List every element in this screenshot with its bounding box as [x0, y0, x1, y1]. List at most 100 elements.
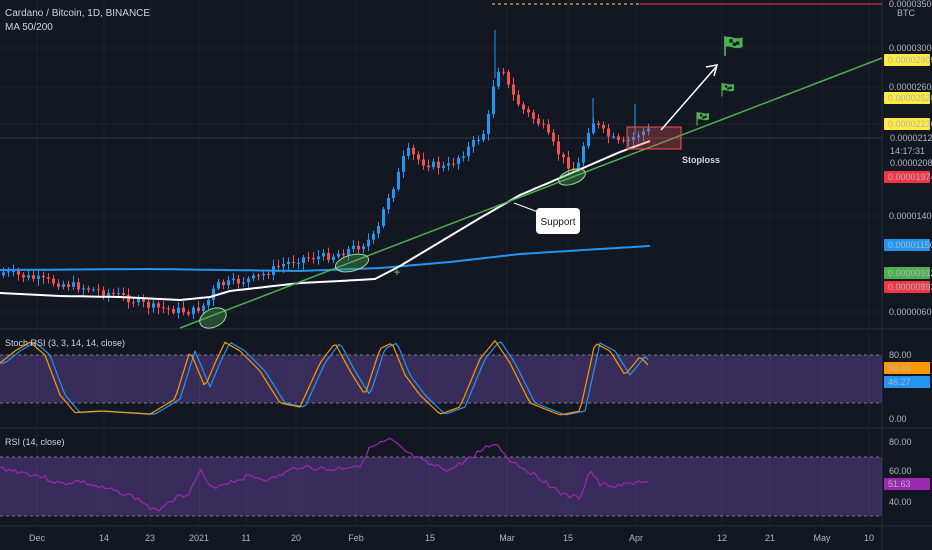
candle-body: [412, 147, 415, 155]
candle-body: [172, 308, 175, 313]
ma200-line: [0, 245, 651, 272]
time-tick-label: 20: [291, 533, 301, 543]
stoch-tick-label: 0.00: [889, 414, 907, 424]
price-tick-label: 0.00001400: [889, 211, 932, 221]
candle-body: [372, 233, 375, 240]
candle-body: [217, 281, 220, 289]
candle-body: [72, 282, 75, 287]
candle-body: [417, 154, 420, 160]
time-tick-label: 11: [241, 533, 250, 543]
candle-body: [557, 141, 560, 155]
candle-body: [467, 146, 470, 157]
candle-body: [147, 301, 150, 308]
candle-body: [332, 256, 335, 261]
price-label: 0.00000893: [888, 282, 932, 292]
price-label-box: [884, 267, 930, 279]
candle-body: [277, 266, 280, 268]
candle-body: [342, 253, 345, 256]
candle-body: [12, 271, 15, 273]
candle-body: [502, 71, 505, 73]
stoch-band: [0, 355, 882, 403]
candle-body: [37, 275, 40, 279]
candle-body: [407, 147, 410, 157]
main-pane-bg: [0, 0, 882, 328]
flag-check: [725, 85, 732, 90]
price-label: 0.00001974: [888, 172, 932, 182]
candle-body: [177, 307, 180, 313]
candle-body: [57, 283, 60, 287]
time-tick-label: Dec: [29, 533, 46, 543]
candle-body: [52, 278, 55, 284]
stoch-k-value-box: [884, 362, 930, 374]
support-trendline: [179, 57, 883, 329]
candle-body: [67, 284, 70, 287]
candle-body: [622, 140, 625, 142]
projection-arrowhead: [705, 64, 719, 77]
candle-body: [232, 278, 235, 281]
candle-body: [97, 289, 100, 291]
candle-body: [17, 271, 20, 275]
time-tick-label: 15: [563, 533, 573, 543]
candle-body: [137, 298, 140, 303]
candle-body: [482, 133, 485, 140]
candle-body: [77, 282, 80, 290]
candle-body: [92, 289, 95, 291]
candle-body: [497, 71, 500, 87]
price-label-box: [884, 54, 930, 66]
support-callout-pointer: [513, 202, 539, 213]
candle-body: [597, 123, 600, 125]
highlight-ellipse: [558, 168, 586, 186]
candle-body: [357, 245, 360, 250]
candle-body: [202, 305, 205, 311]
time-tick-label: Apr: [629, 533, 643, 543]
ma-legend: MA 50/200: [5, 22, 53, 33]
stoploss-label: Stoploss: [682, 155, 720, 165]
projection-arrow: [660, 66, 717, 131]
entry-zone-box: [626, 126, 682, 150]
candle-body: [302, 257, 305, 263]
candle-body: [362, 246, 365, 250]
candle-body: [307, 257, 310, 259]
price-label-box: [884, 118, 930, 130]
candle-body: [292, 261, 295, 264]
candle-body: [422, 159, 425, 166]
candle-body: [167, 308, 170, 310]
candle-body: [602, 124, 605, 129]
candle-body: [457, 157, 460, 165]
candle-body: [452, 163, 455, 165]
stoch-tick-label: 80.00: [889, 350, 912, 360]
target-flag-icon: [724, 36, 743, 56]
candle-body: [227, 280, 230, 286]
candle-body: [152, 303, 155, 308]
time-tick-label: 10: [864, 533, 874, 543]
candle-body: [27, 275, 30, 278]
candle-body: [287, 261, 290, 264]
candle-body: [352, 245, 355, 249]
candle-body: [587, 132, 590, 147]
candle-body: [207, 300, 210, 306]
candle-body: [122, 293, 125, 295]
candle-body: [637, 135, 640, 137]
currency-label: BTC: [897, 8, 916, 18]
candle-body: [237, 278, 240, 284]
candle-body: [432, 161, 435, 168]
candle-body: [512, 84, 515, 95]
candle-body: [132, 302, 135, 304]
candle-body: [317, 256, 320, 260]
stoch-rsi-legend: Stoch RSI (3, 3, 14, 14, close): [5, 338, 126, 348]
ma50-line: [0, 140, 651, 301]
candle-body: [487, 114, 490, 134]
rsi-tick-label: 40.00: [889, 497, 912, 507]
candle-body: [507, 72, 510, 85]
candle-body: [582, 146, 585, 163]
candle-body: [527, 109, 530, 113]
candle-body: [312, 257, 315, 260]
candle-body: [87, 288, 90, 290]
candle-body: [2, 272, 5, 276]
flag-check: [700, 114, 707, 119]
candle-body: [552, 132, 555, 142]
candle-body: [327, 252, 330, 261]
time-tick-label: 15: [425, 533, 435, 543]
price-label: 0.00000912: [888, 268, 932, 278]
